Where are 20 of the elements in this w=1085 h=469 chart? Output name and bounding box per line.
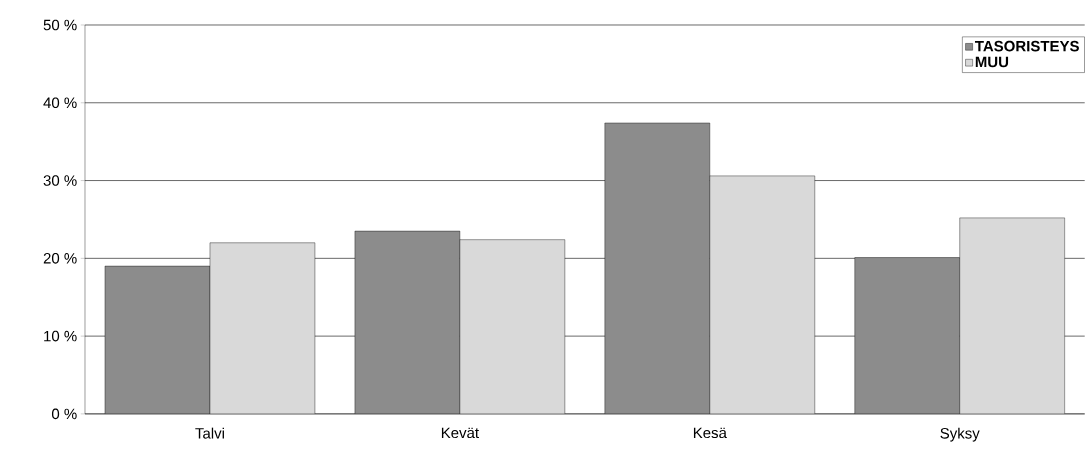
y-tick-label: 10 %: [44, 330, 77, 342]
x-tick-label: Kesä: [693, 427, 727, 439]
bar: [104, 265, 211, 414]
bar: [459, 239, 566, 414]
bar: [354, 230, 461, 414]
x-tick-label: Talvi: [195, 427, 224, 439]
bar: [854, 257, 960, 414]
y-tick-label: 40 %: [43, 97, 77, 109]
legend-label: MUU: [975, 56, 1009, 68]
y-tick-label: 50 %: [43, 19, 77, 31]
y-tick-label: 20 %: [43, 253, 77, 264]
y-tick-label: 0 %: [51, 408, 77, 420]
bar: [209, 242, 316, 414]
legend-label: TASORISTEYS: [974, 40, 1079, 52]
x-tick-label: Kevät: [441, 427, 479, 439]
x-tick-label: Syksy: [940, 427, 980, 442]
y-tick-label: 30 %: [43, 175, 77, 186]
bar: [959, 217, 1065, 414]
bar: [604, 122, 711, 414]
bar: [709, 175, 815, 414]
